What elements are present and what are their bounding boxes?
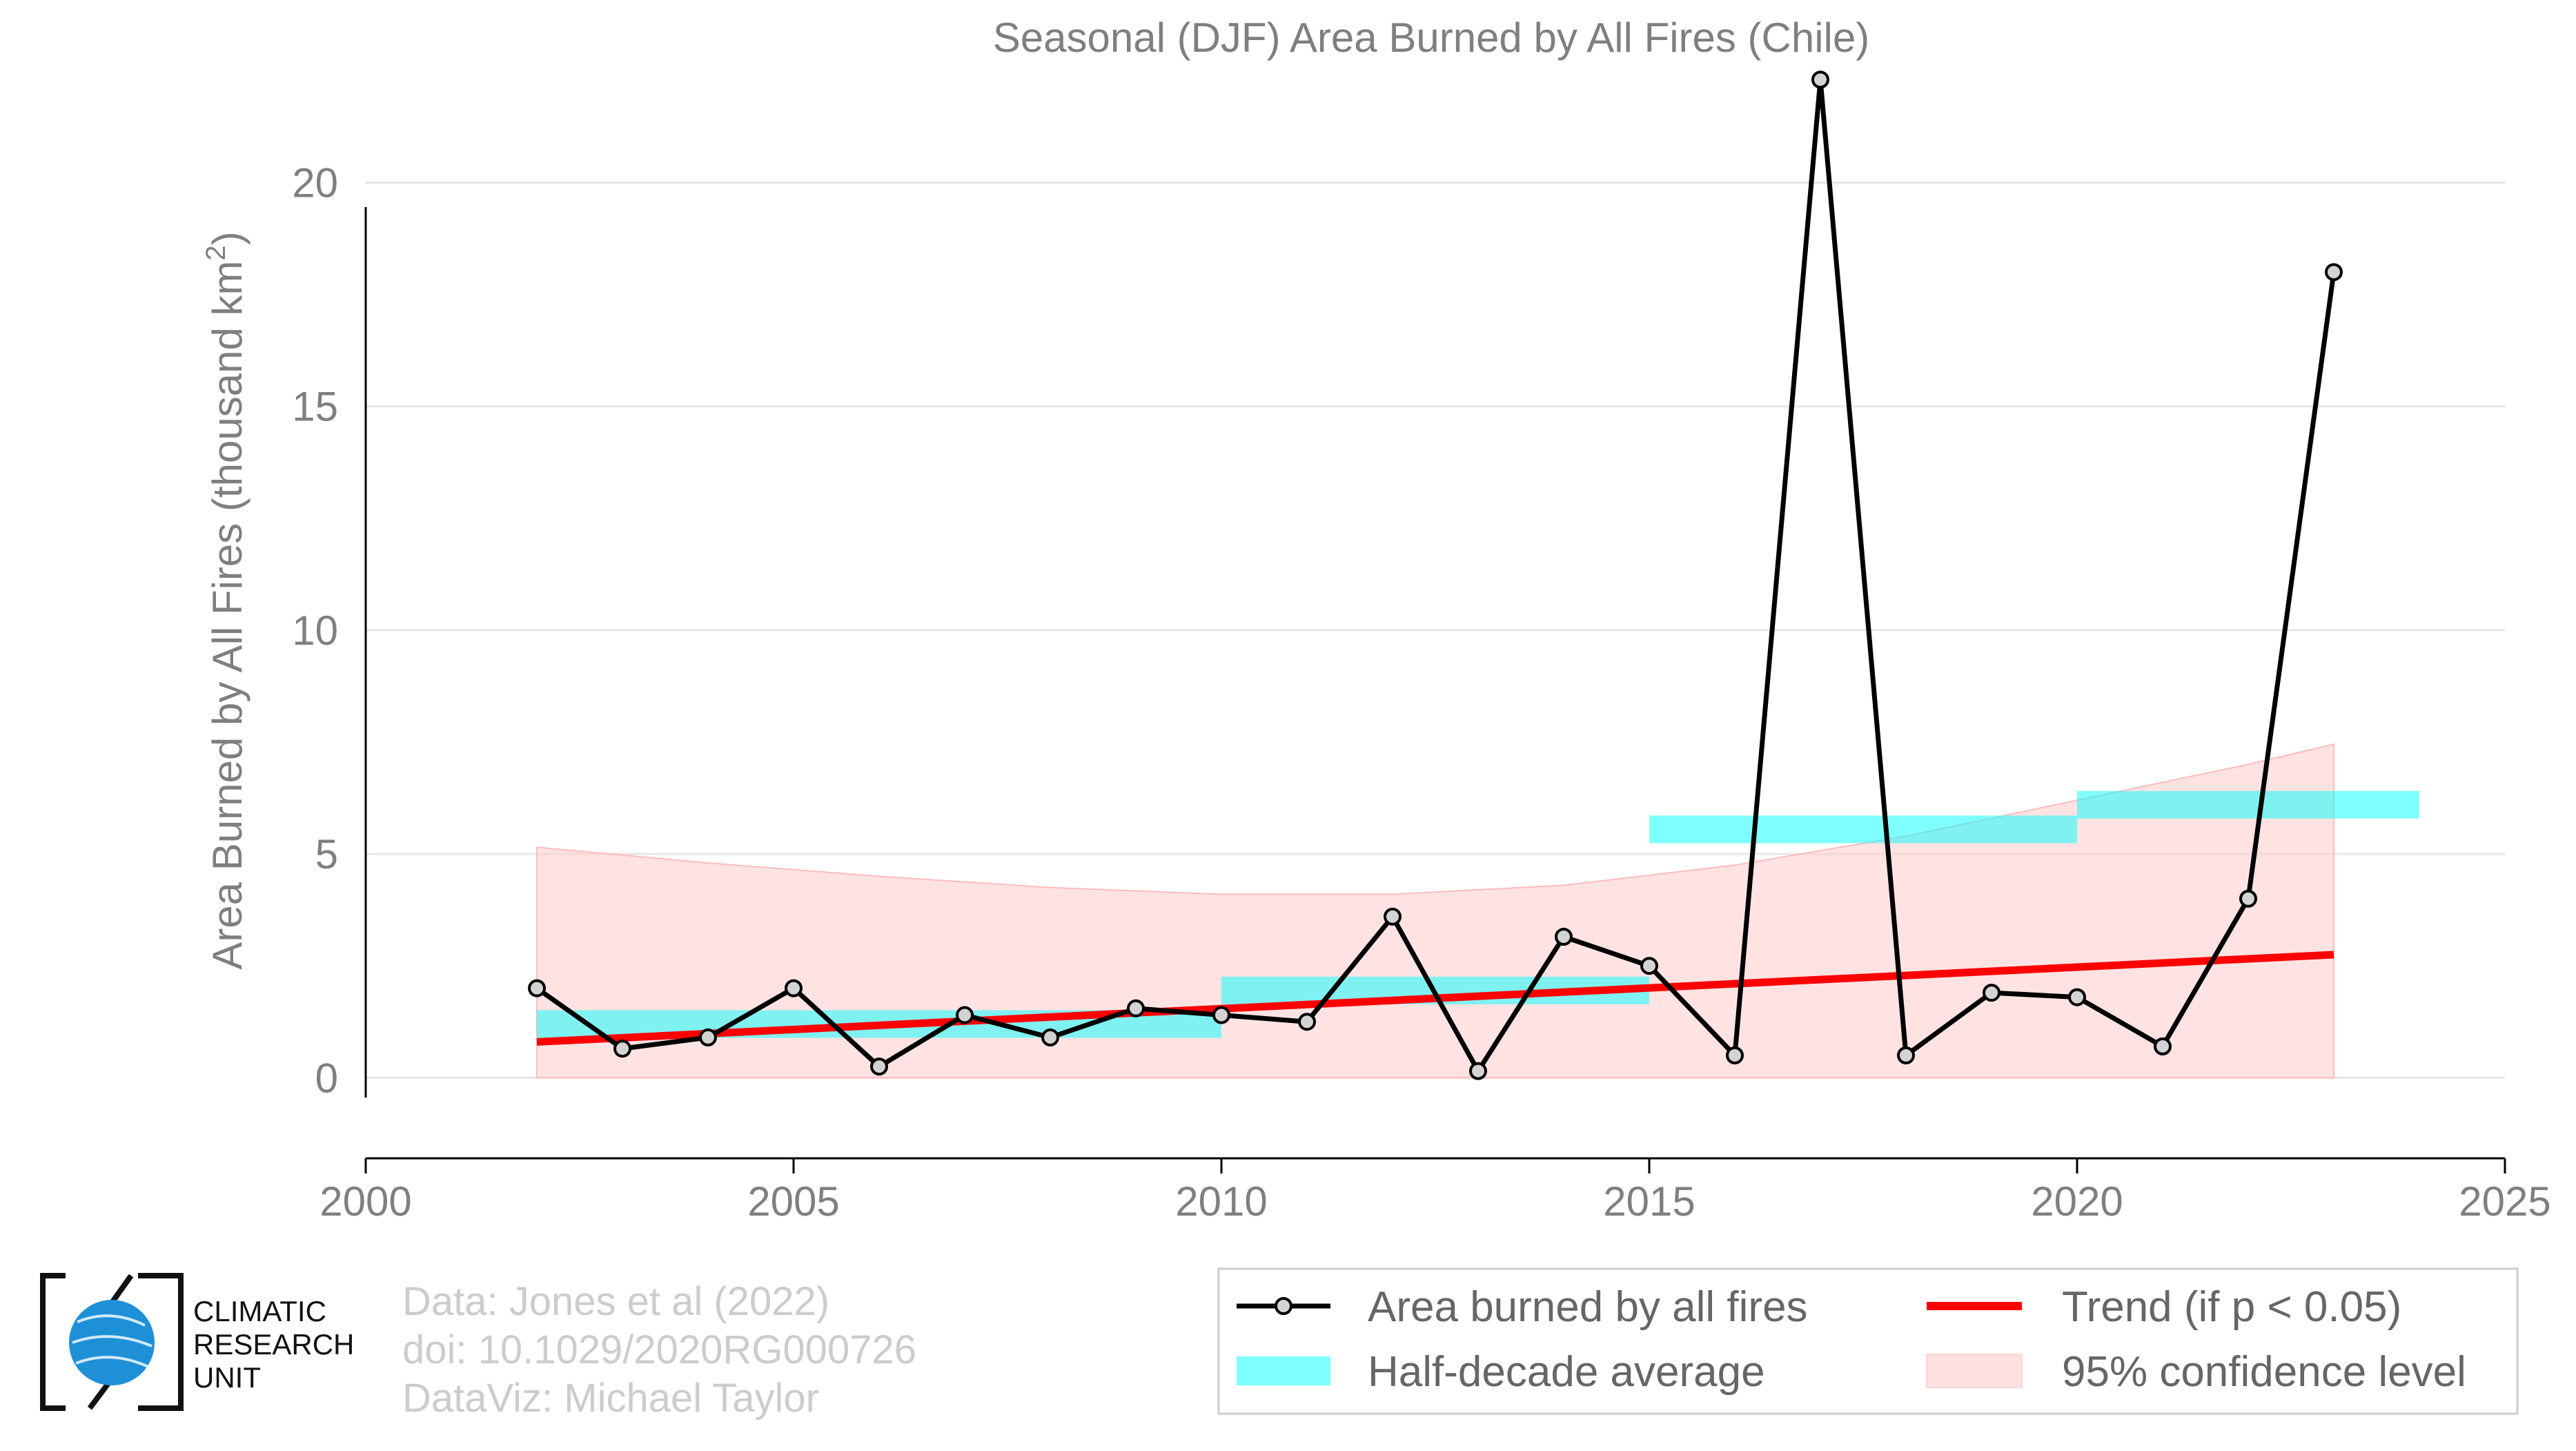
y-tick-label: 10 xyxy=(292,607,338,654)
y-tick-label: 20 xyxy=(292,160,338,206)
logo-text-line2: RESEARCH xyxy=(193,1328,354,1361)
data-point xyxy=(2239,889,2257,908)
y-tick-label: 5 xyxy=(315,831,338,877)
y-axis-label: Area Burned by All Fires (thousand km2) xyxy=(201,231,250,969)
legend-box xyxy=(1217,1267,2519,1415)
y-axis-label-superscript: 2 xyxy=(201,245,231,260)
chart-title: Seasonal (DJF) Area Burned by All Fires … xyxy=(993,14,1870,61)
legend-label-average: Half-decade average xyxy=(1368,1348,1765,1396)
data-point xyxy=(870,1058,888,1076)
logo-slash-bottom xyxy=(87,1379,113,1410)
x-tick-label: 2015 xyxy=(1603,1178,1695,1225)
x-tick-label: 2010 xyxy=(1175,1178,1267,1225)
credit-dataviz: DataViz: Michael Taylor xyxy=(402,1376,819,1421)
data-point xyxy=(1212,1006,1230,1024)
data-point xyxy=(956,1006,974,1024)
y-axis-label-main: Area Burned by All Fires (thousand km xyxy=(204,261,250,970)
data-point xyxy=(2068,988,2086,1006)
logo-text-line3: UNIT xyxy=(193,1361,261,1394)
data-series xyxy=(528,70,2343,1080)
y-axis-ticks: 0 5 10 15 20 xyxy=(292,160,338,1102)
y-tick-label: 15 xyxy=(292,384,338,430)
logo-slash-top xyxy=(108,1274,134,1307)
x-tick-label: 2005 xyxy=(747,1178,839,1225)
y-tick-label: 0 xyxy=(315,1055,338,1101)
data-point xyxy=(528,979,546,997)
logo-text-line1: CLIMATIC xyxy=(193,1295,326,1327)
legend-label-confidence: 95% confidence level xyxy=(2062,1348,2466,1396)
x-tick-label: 2025 xyxy=(2459,1178,2550,1225)
data-point xyxy=(1640,957,1658,975)
logo-bracket-left xyxy=(40,1273,66,1411)
data-point xyxy=(1811,70,1829,89)
legend-swatch-marker xyxy=(1275,1297,1292,1315)
half-decade-bar xyxy=(2077,790,2419,819)
globe-lines xyxy=(72,1314,153,1368)
data-point xyxy=(1041,1028,1059,1046)
legend-swatch-confidence xyxy=(1926,1354,2023,1388)
legend-swatch-average xyxy=(1237,1356,1330,1385)
data-point xyxy=(1298,1013,1316,1031)
confidence-band xyxy=(536,743,2334,1079)
data-point xyxy=(1726,1046,1744,1064)
y-axis-label-close: ) xyxy=(204,231,250,245)
data-point xyxy=(1469,1062,1487,1080)
legend-label-area: Area burned by all fires xyxy=(1368,1283,1808,1331)
half-decade-bar xyxy=(1649,815,2077,844)
legend: Area burned by all fires Trend (if p < 0… xyxy=(1217,1267,2519,1415)
series-line xyxy=(535,77,2337,1074)
data-point xyxy=(613,1040,631,1058)
data-point xyxy=(1127,999,1145,1017)
x-axis: 2000 2005 2010 2015 2020 2025 xyxy=(319,207,2551,1225)
x-tick-label: 2020 xyxy=(2031,1178,2123,1225)
cru-logo: CLIMATIC RESEARCH UNIT xyxy=(40,1273,354,1411)
data-point xyxy=(1555,928,1573,946)
credit-data: Data: Jones et al (2022) xyxy=(402,1279,829,1324)
data-point xyxy=(699,1028,717,1046)
logo-bracket-right xyxy=(138,1273,184,1411)
confidence-area xyxy=(536,743,2334,1079)
legend-label-trend: Trend (if p < 0.05) xyxy=(2062,1283,2401,1331)
data-point xyxy=(785,979,803,997)
x-tick-label: 2000 xyxy=(319,1178,411,1225)
data-point xyxy=(1983,984,2000,1002)
credit-doi: doi: 10.1029/2020RG000726 xyxy=(402,1327,916,1372)
data-point xyxy=(1897,1046,1915,1064)
data-point xyxy=(1384,907,1402,926)
data-point xyxy=(2325,263,2343,282)
data-point xyxy=(2154,1037,2172,1055)
